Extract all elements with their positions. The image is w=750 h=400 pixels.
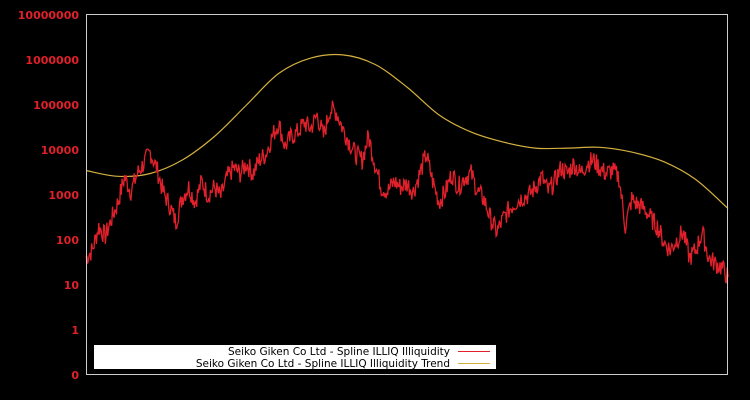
y-tick-label: 100 xyxy=(56,234,79,247)
trend-line xyxy=(85,53,729,209)
illiquidity-line xyxy=(85,100,729,284)
legend-box xyxy=(94,345,496,369)
y-tick-label: 1000 xyxy=(48,189,79,202)
y-tick-label: 1 xyxy=(71,324,79,337)
y-tick-label: 0 xyxy=(71,369,79,382)
y-tick-label: 10000 xyxy=(41,144,80,157)
y-tick-label: 100000 xyxy=(33,99,79,112)
plot-area xyxy=(85,53,729,284)
legend: Seiko Giken Co Ltd - Spline ILLIQ Illiqu… xyxy=(94,345,496,370)
plot-frame xyxy=(86,14,728,375)
y-tick-label: 10 xyxy=(64,279,80,292)
legend-label-trend: Seiko Giken Co Ltd - Spline ILLIQ Illiqu… xyxy=(196,358,450,370)
y-tick-label: 10000000 xyxy=(18,9,80,22)
legend-label-illiquidity: Seiko Giken Co Ltd - Spline ILLIQ Illiqu… xyxy=(228,346,450,358)
y-tick-label: 1000000 xyxy=(25,54,79,67)
